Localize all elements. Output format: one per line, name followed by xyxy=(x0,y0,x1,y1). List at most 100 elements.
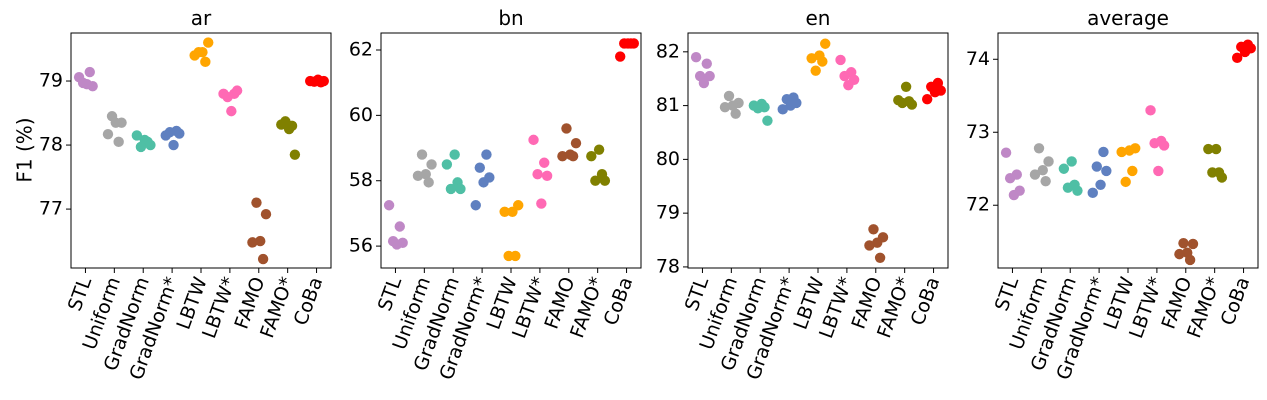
data-point-coba xyxy=(615,51,626,62)
data-point-coba xyxy=(1232,52,1243,64)
data-point-gradnorm xyxy=(1066,156,1077,167)
data-point-famo xyxy=(874,252,886,263)
data-point-gradnorm-star xyxy=(168,139,179,151)
data-point-famo xyxy=(251,197,262,208)
data-point-coba xyxy=(1239,46,1251,58)
data-point-uniform xyxy=(113,136,124,148)
data-point-gradnorm-star xyxy=(478,177,489,188)
data-point-famo xyxy=(247,237,258,248)
data-point-famo xyxy=(1187,238,1199,250)
data-point-lbtw-star xyxy=(539,157,550,168)
data-point-gradnorm xyxy=(441,159,453,170)
data-point-gradnorm xyxy=(445,183,457,195)
y-tick-label: 62 xyxy=(349,38,373,60)
data-point-stl xyxy=(391,239,403,250)
data-point-famo-star xyxy=(586,151,597,162)
y-tick-label: 60 xyxy=(349,104,373,126)
data-point-uniform xyxy=(423,177,434,188)
data-point-famo xyxy=(864,240,875,251)
data-point-famo-star xyxy=(1203,143,1214,155)
data-point-lbtw xyxy=(193,47,204,58)
data-point-stl xyxy=(701,58,712,69)
data-point-lbtw xyxy=(499,206,510,217)
data-point-uniform xyxy=(1037,165,1048,176)
axes-frame xyxy=(380,32,642,269)
data-point-lbtw xyxy=(1116,146,1127,158)
data-point-uniform xyxy=(416,149,428,160)
data-point-stl xyxy=(394,221,405,232)
data-point-gradnorm-star xyxy=(777,104,788,115)
data-point-coba xyxy=(929,86,941,98)
data-point-famo xyxy=(567,151,579,162)
y-tick-label: 80 xyxy=(656,148,680,170)
data-point-famo xyxy=(260,209,272,220)
data-point-gradnorm-star xyxy=(1091,161,1103,172)
data-point-coba xyxy=(305,75,316,87)
data-point-lbtw-star xyxy=(1158,140,1170,151)
y-tick-label: 72 xyxy=(966,194,990,216)
data-point-uniform xyxy=(1043,156,1054,167)
data-point-uniform xyxy=(1029,169,1041,180)
y-tick-label: 58 xyxy=(349,169,373,191)
data-point-lbtw xyxy=(200,56,211,68)
data-point-gradnorm xyxy=(1072,185,1083,196)
data-point-lbtw-star xyxy=(532,168,543,180)
data-point-lbtw-star xyxy=(231,85,243,96)
y-tick-label: 73 xyxy=(966,121,990,143)
data-point-famo-star xyxy=(590,175,601,186)
data-point-lbtw-star xyxy=(226,105,237,117)
axes-frame xyxy=(997,32,1259,269)
data-point-stl xyxy=(84,66,95,78)
data-point-gradnorm-star xyxy=(174,128,185,139)
data-point-uniform xyxy=(110,117,121,128)
data-point-famo xyxy=(872,237,883,248)
data-point-famo-star xyxy=(1207,167,1218,178)
data-point-gradnorm xyxy=(131,130,143,141)
data-point-famo-star xyxy=(289,149,301,160)
data-point-uniform xyxy=(420,168,431,180)
data-point-uniform xyxy=(412,170,424,182)
y-tick-label: 79 xyxy=(656,202,680,224)
axes-frame xyxy=(687,32,949,269)
data-point-famo-star xyxy=(1210,143,1222,155)
data-point-lbtw xyxy=(810,65,821,76)
data-point-gradnorm xyxy=(1062,182,1074,193)
data-point-gradnorm-star xyxy=(470,200,481,211)
data-point-lbtw-star xyxy=(835,54,846,66)
data-point-lbtw-star xyxy=(843,79,854,91)
data-point-lbtw xyxy=(820,38,831,49)
data-point-uniform xyxy=(727,100,738,111)
data-point-uniform xyxy=(730,108,741,119)
data-point-coba xyxy=(922,93,933,105)
data-point-stl xyxy=(690,51,702,63)
data-point-gradnorm xyxy=(449,149,460,160)
y-axis-label: F1 (%) xyxy=(13,117,37,182)
data-point-lbtw-star xyxy=(528,134,539,146)
y-tick-label: 79 xyxy=(39,70,63,92)
panel-title: ar xyxy=(191,6,212,30)
data-point-lbtw xyxy=(817,56,828,67)
data-point-famo xyxy=(255,235,266,247)
data-point-stl xyxy=(698,77,710,89)
data-point-lbtw-star xyxy=(541,170,553,182)
panel-en: en7879808182STLUniformGradNormGradNorm*L… xyxy=(656,6,949,383)
data-point-stl xyxy=(1008,189,1020,201)
data-point-gradnorm xyxy=(1058,163,1070,174)
data-point-gradnorm-star xyxy=(1095,179,1106,191)
data-point-uniform xyxy=(1040,175,1051,187)
data-point-famo xyxy=(1178,237,1189,249)
data-point-lbtw xyxy=(507,206,518,217)
data-point-gradnorm xyxy=(135,141,147,153)
data-point-famo xyxy=(1174,248,1185,260)
data-point-gradnorm-star xyxy=(474,162,485,173)
data-point-lbtw xyxy=(806,53,817,64)
data-point-stl xyxy=(383,200,395,211)
data-point-stl xyxy=(704,70,715,82)
panel-bn: bn56586062STLUniformGradNormGradNorm*LBT… xyxy=(349,6,642,383)
data-point-coba xyxy=(622,38,634,49)
data-point-famo-star xyxy=(599,175,611,186)
data-point-gradnorm-star xyxy=(785,100,796,111)
data-point-famo-star xyxy=(906,99,918,110)
data-point-stl xyxy=(1000,147,1012,158)
